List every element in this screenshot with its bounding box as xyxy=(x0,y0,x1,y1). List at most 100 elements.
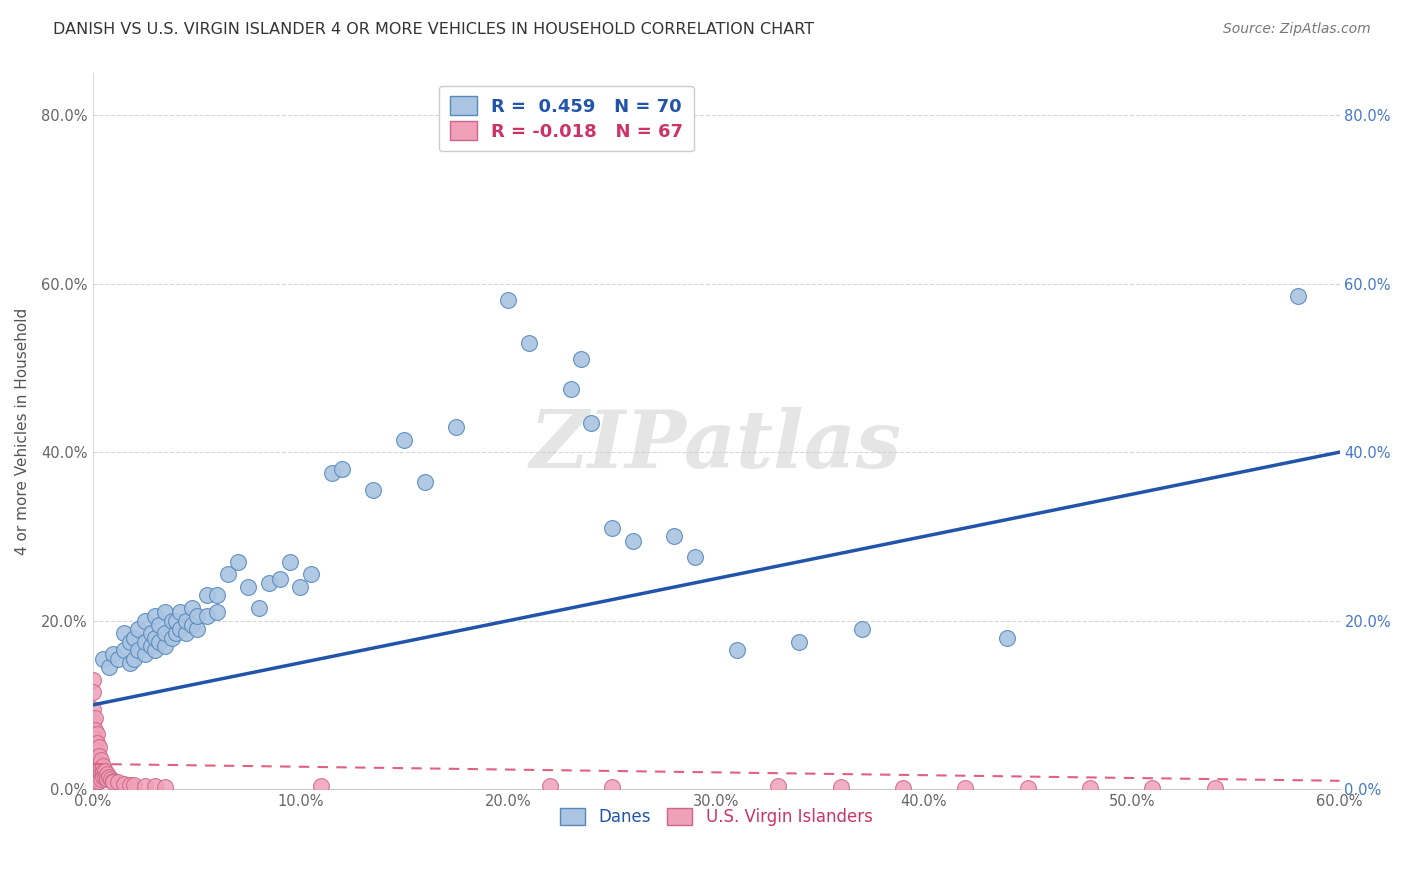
Point xyxy=(91,651,114,665)
Point xyxy=(995,631,1018,645)
Point xyxy=(90,772,112,786)
Point xyxy=(87,764,110,778)
Point xyxy=(891,780,914,795)
Point xyxy=(278,555,301,569)
Point xyxy=(87,770,110,784)
Point xyxy=(1204,781,1226,796)
Point xyxy=(86,744,108,758)
Point xyxy=(134,634,156,648)
Point xyxy=(86,772,108,786)
Point xyxy=(112,643,135,657)
Point xyxy=(238,580,260,594)
Point xyxy=(1142,781,1164,796)
Point xyxy=(247,601,270,615)
Point xyxy=(143,643,166,657)
Point xyxy=(82,761,104,775)
Text: ZIPatlas: ZIPatlas xyxy=(530,407,903,484)
Point xyxy=(96,772,118,786)
Point xyxy=(569,352,592,367)
Point xyxy=(86,761,108,775)
Point xyxy=(83,770,105,784)
Point xyxy=(86,736,108,750)
Point xyxy=(103,775,125,789)
Point xyxy=(207,605,229,619)
Point xyxy=(83,761,105,775)
Point xyxy=(103,773,125,788)
Point xyxy=(90,761,112,775)
Point xyxy=(496,293,519,308)
Point xyxy=(169,622,191,636)
Point xyxy=(94,764,117,778)
Point xyxy=(83,740,105,755)
Point xyxy=(139,626,162,640)
Point xyxy=(186,622,208,636)
Point xyxy=(155,639,177,653)
Point xyxy=(621,533,644,548)
Point xyxy=(851,622,873,636)
Point xyxy=(139,639,162,653)
Point xyxy=(955,780,977,795)
Point xyxy=(143,609,166,624)
Point xyxy=(226,555,249,569)
Point xyxy=(290,580,312,594)
Point xyxy=(82,748,104,763)
Point xyxy=(165,614,187,628)
Point xyxy=(103,648,125,662)
Point xyxy=(83,765,105,780)
Point xyxy=(82,685,104,699)
Point xyxy=(87,756,110,771)
Point xyxy=(600,521,623,535)
Point xyxy=(148,618,170,632)
Point xyxy=(148,634,170,648)
Point xyxy=(118,778,141,792)
Point xyxy=(94,770,117,784)
Point xyxy=(90,753,112,767)
Point xyxy=(86,727,108,741)
Point xyxy=(768,779,790,793)
Point xyxy=(143,779,166,793)
Point xyxy=(91,758,114,772)
Point xyxy=(90,767,112,781)
Point xyxy=(207,589,229,603)
Point xyxy=(181,601,204,615)
Point xyxy=(195,609,218,624)
Point xyxy=(600,780,623,794)
Point xyxy=(143,631,166,645)
Point xyxy=(134,779,156,793)
Point xyxy=(83,723,105,738)
Point xyxy=(82,714,104,729)
Point xyxy=(122,778,145,792)
Point xyxy=(361,483,384,497)
Point xyxy=(91,765,114,780)
Point xyxy=(257,575,280,590)
Point xyxy=(122,651,145,665)
Point xyxy=(83,710,105,724)
Point xyxy=(446,420,468,434)
Point xyxy=(155,626,177,640)
Point xyxy=(100,772,122,786)
Point xyxy=(685,550,707,565)
Point xyxy=(560,382,582,396)
Point xyxy=(82,740,104,755)
Point xyxy=(86,753,108,767)
Point xyxy=(394,433,416,447)
Point xyxy=(160,631,183,645)
Point xyxy=(330,462,353,476)
Point xyxy=(186,609,208,624)
Point xyxy=(1286,289,1309,303)
Point xyxy=(309,779,332,793)
Point xyxy=(82,756,104,771)
Point xyxy=(87,740,110,755)
Point xyxy=(98,770,121,784)
Point xyxy=(107,651,129,665)
Y-axis label: 4 or more Vehicles in Household: 4 or more Vehicles in Household xyxy=(15,308,30,555)
Point xyxy=(174,626,197,640)
Point xyxy=(87,773,110,788)
Point xyxy=(321,467,343,481)
Text: Source: ZipAtlas.com: Source: ZipAtlas.com xyxy=(1223,22,1371,37)
Point xyxy=(86,767,108,781)
Point xyxy=(82,673,104,687)
Point xyxy=(1017,780,1039,795)
Point xyxy=(118,634,141,648)
Point xyxy=(112,777,135,791)
